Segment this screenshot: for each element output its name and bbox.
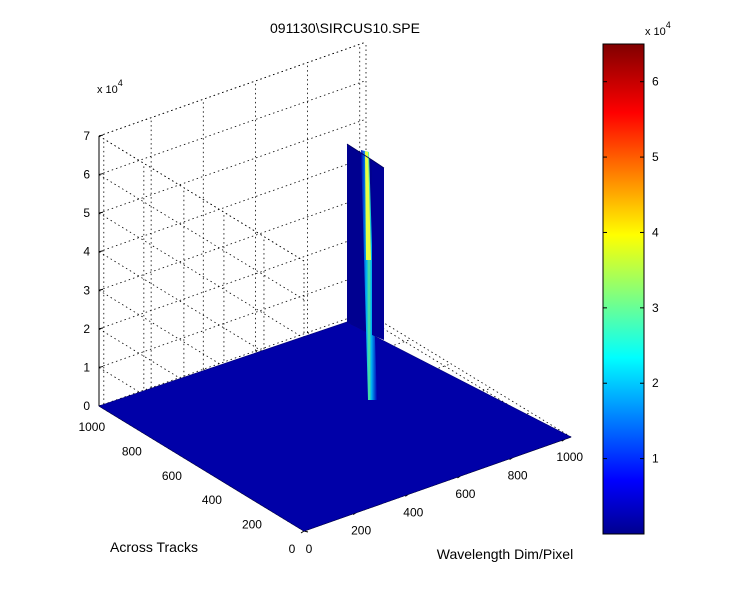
z-tick	[98, 288, 104, 291]
z-tick	[98, 327, 104, 330]
grid-line	[98, 212, 305, 339]
colorbar-tick-label: 2	[652, 376, 659, 390]
z-tick	[98, 365, 104, 368]
z-tick-label: 0	[83, 399, 90, 413]
x-tick-label: 0	[306, 542, 313, 556]
x-axis-label: Wavelength Dim/Pixel	[437, 546, 573, 562]
z-tick	[98, 250, 104, 253]
x-tick-label: 400	[403, 505, 423, 519]
axis-labels: 091130\SIRCUS10.SPE Wavelength Dim/Pixel…	[78, 20, 670, 562]
peak-ridge	[346, 143, 385, 400]
z-tick	[98, 173, 104, 176]
y-tick-label: 200	[242, 518, 262, 532]
grid-line	[98, 80, 367, 175]
z-tick	[98, 134, 104, 137]
colorbar-exponent-label: x 104	[645, 20, 671, 38]
z-tick	[98, 211, 104, 214]
z-tick-label: 6	[83, 168, 90, 182]
y-tick-label: 800	[122, 444, 142, 458]
chart-title: 091130\SIRCUS10.SPE	[270, 20, 420, 36]
y-tick-label: 600	[162, 469, 182, 483]
x-tick-label: 800	[508, 469, 528, 483]
grid-line	[98, 234, 367, 330]
z-tick-label: 1	[83, 360, 90, 374]
grid-line	[98, 118, 367, 214]
z-tick-label: 5	[83, 206, 90, 220]
colorbar-tick-label: 1	[652, 452, 659, 466]
x-tick	[300, 530, 305, 534]
grid-line	[98, 157, 367, 253]
grid-line	[98, 195, 367, 291]
z-tick-label: 3	[83, 283, 90, 297]
y-tick-label: 400	[202, 493, 222, 507]
x-tick-label: 200	[351, 524, 371, 538]
box-edge	[98, 135, 305, 262]
y-axis-label: Across Tracks	[110, 539, 198, 555]
colorbar-tick-label: 3	[652, 301, 659, 315]
surface-floor	[98, 321, 572, 532]
colorbar-tick-label: 4	[652, 225, 659, 239]
y-tick-label: 1000	[78, 420, 105, 434]
z-tick-label: 4	[83, 245, 90, 259]
grid-line	[98, 174, 305, 300]
z-exponent-label: x 104	[97, 78, 123, 96]
colorbar: 1 2 3 4 5 6	[602, 43, 659, 535]
x-tick-label: 600	[455, 487, 475, 501]
box-edge	[98, 41, 367, 137]
z-tick-label: 7	[83, 129, 90, 143]
colorbar-tick-label: 5	[652, 150, 659, 164]
colorbar-bar	[602, 43, 645, 535]
y-tick-label: 0	[289, 542, 296, 556]
x-tick-label: 1000	[556, 450, 583, 464]
colorbar-tick-label: 6	[652, 75, 659, 89]
z-tick-label: 2	[83, 322, 90, 336]
y-tick	[303, 530, 309, 533]
